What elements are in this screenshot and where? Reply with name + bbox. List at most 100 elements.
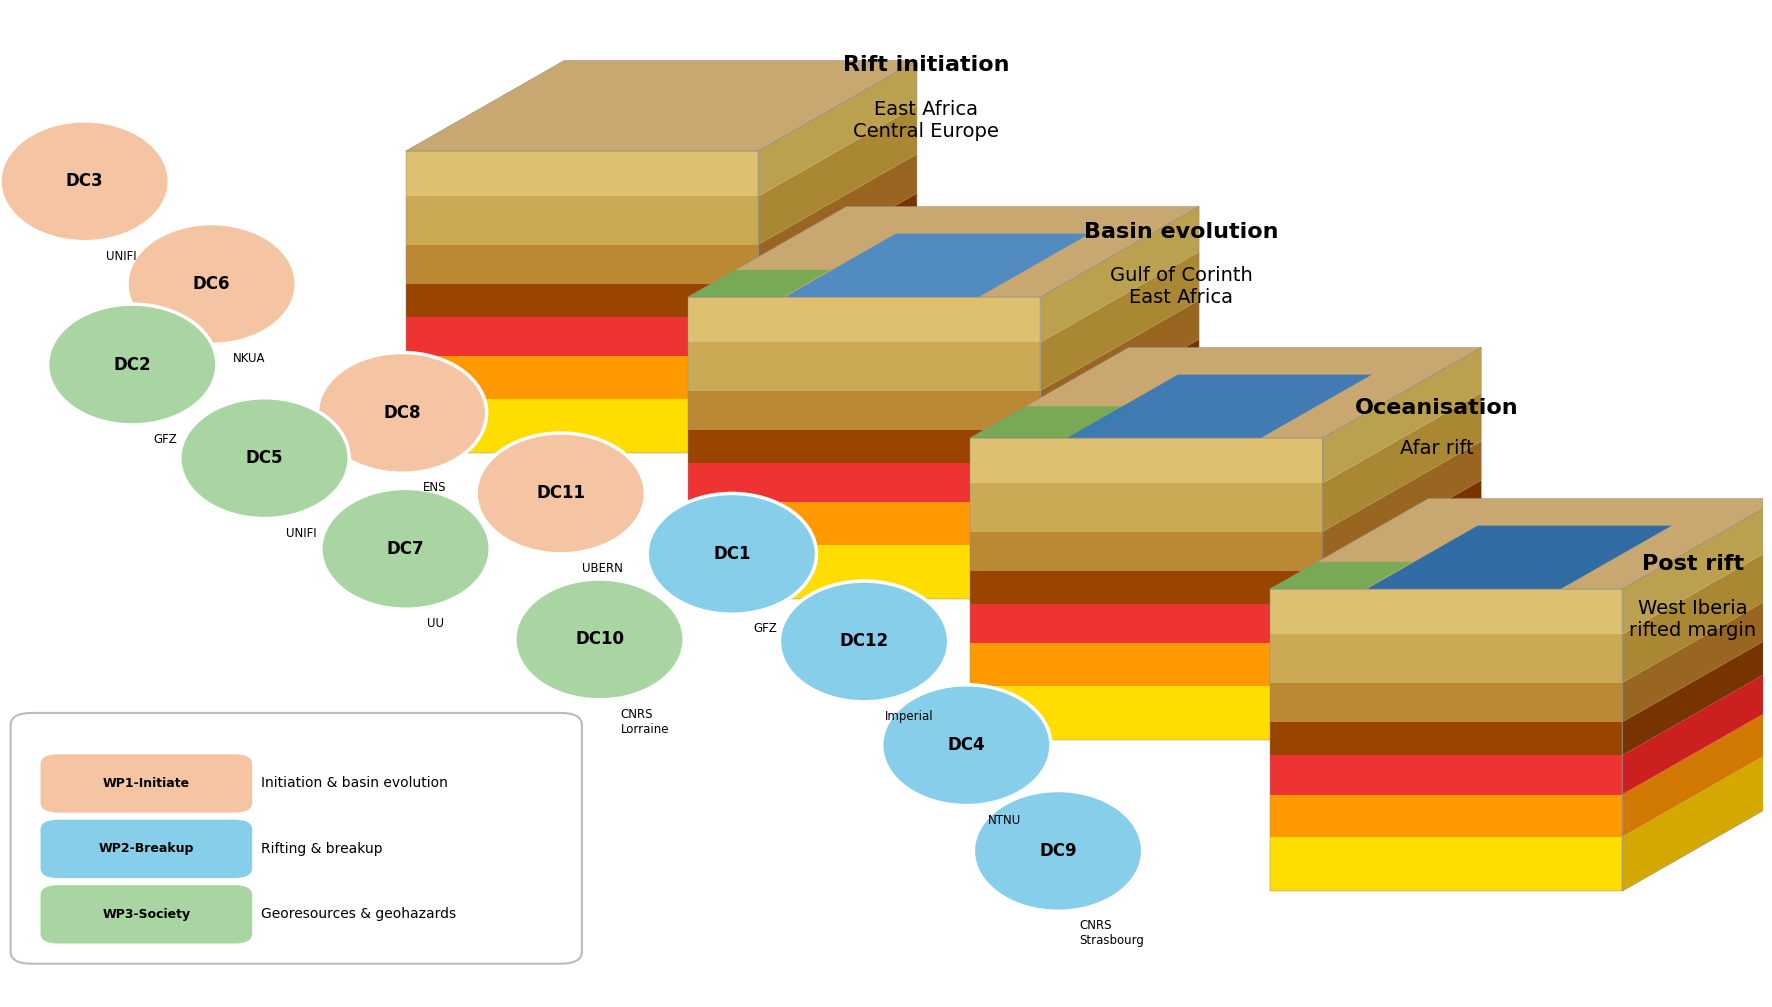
Polygon shape (688, 430, 1040, 463)
Polygon shape (406, 60, 916, 151)
Ellipse shape (882, 685, 1051, 806)
Polygon shape (406, 317, 758, 356)
Text: UNIFI: UNIFI (285, 527, 315, 540)
Ellipse shape (0, 121, 170, 242)
Polygon shape (1269, 634, 1623, 683)
Polygon shape (1269, 562, 1412, 589)
Polygon shape (1366, 526, 1671, 589)
Polygon shape (406, 284, 758, 317)
Text: DC6: DC6 (193, 275, 230, 293)
Text: WP1-Initiate: WP1-Initiate (103, 777, 190, 789)
Polygon shape (1322, 441, 1481, 571)
Text: Basin evolution: Basin evolution (1084, 222, 1279, 242)
Text: NKUA: NKUA (232, 352, 266, 366)
Polygon shape (1040, 373, 1200, 502)
Polygon shape (758, 154, 916, 284)
Polygon shape (406, 151, 758, 196)
FancyBboxPatch shape (41, 754, 252, 813)
Polygon shape (688, 342, 1040, 391)
Polygon shape (969, 407, 1136, 438)
Polygon shape (688, 297, 1040, 342)
Polygon shape (406, 399, 758, 453)
Polygon shape (1269, 837, 1623, 891)
Ellipse shape (181, 398, 349, 519)
Polygon shape (969, 686, 1322, 740)
Text: CNRS
Strasbourg: CNRS Strasbourg (1079, 919, 1145, 948)
Polygon shape (1623, 704, 1772, 837)
Text: Rifting & breakup: Rifting & breakup (260, 842, 383, 856)
Polygon shape (1623, 665, 1772, 795)
FancyBboxPatch shape (41, 885, 252, 944)
Polygon shape (758, 106, 916, 245)
Text: Rift initiation: Rift initiation (842, 55, 1008, 76)
Polygon shape (1269, 498, 1772, 589)
Text: DC9: DC9 (1038, 842, 1077, 860)
Text: UU: UU (427, 617, 443, 630)
Text: DC10: DC10 (576, 630, 624, 649)
Text: CNRS
Lorraine: CNRS Lorraine (620, 708, 670, 736)
Polygon shape (1040, 339, 1200, 463)
Polygon shape (758, 308, 916, 453)
Text: DC3: DC3 (66, 172, 103, 190)
Text: NTNU: NTNU (987, 814, 1021, 827)
Polygon shape (406, 196, 758, 245)
Ellipse shape (321, 488, 491, 609)
Polygon shape (1040, 300, 1200, 430)
Polygon shape (1322, 553, 1481, 686)
Text: GFZ: GFZ (154, 433, 177, 446)
Polygon shape (1269, 755, 1623, 795)
Text: Afar rift: Afar rift (1400, 439, 1474, 457)
Ellipse shape (477, 433, 645, 554)
Text: West Iberia
rifted margin: West Iberia rifted margin (1628, 599, 1756, 639)
Polygon shape (1040, 252, 1200, 391)
Polygon shape (1040, 412, 1200, 545)
Ellipse shape (48, 304, 216, 425)
Polygon shape (1623, 746, 1772, 891)
Ellipse shape (780, 581, 948, 702)
Polygon shape (1269, 722, 1623, 755)
Polygon shape (758, 193, 916, 317)
Ellipse shape (516, 579, 684, 700)
Polygon shape (688, 463, 1040, 502)
Polygon shape (758, 60, 916, 196)
Polygon shape (406, 245, 758, 284)
Text: GFZ: GFZ (753, 622, 776, 635)
Polygon shape (406, 356, 758, 399)
FancyBboxPatch shape (11, 713, 581, 964)
Text: Gulf of Corinth
East Africa: Gulf of Corinth East Africa (1109, 267, 1253, 307)
Text: UNIFI: UNIFI (106, 250, 136, 263)
Polygon shape (688, 545, 1040, 599)
Text: Post rift: Post rift (1643, 554, 1744, 574)
Polygon shape (758, 227, 916, 356)
Polygon shape (1269, 589, 1623, 634)
Polygon shape (688, 502, 1040, 545)
Ellipse shape (128, 224, 296, 344)
Polygon shape (969, 643, 1322, 686)
Polygon shape (758, 266, 916, 399)
Text: DC1: DC1 (712, 545, 751, 563)
Text: DC8: DC8 (383, 404, 420, 422)
Polygon shape (1322, 514, 1481, 643)
Polygon shape (969, 347, 1481, 438)
Ellipse shape (317, 352, 487, 473)
Polygon shape (785, 234, 1090, 297)
Polygon shape (1269, 683, 1623, 722)
Polygon shape (688, 391, 1040, 430)
Polygon shape (1623, 544, 1772, 683)
Ellipse shape (973, 790, 1143, 911)
Ellipse shape (647, 493, 817, 614)
Text: East Africa
Central Europe: East Africa Central Europe (852, 101, 999, 141)
Polygon shape (1623, 498, 1772, 634)
Text: Initiation & basin evolution: Initiation & basin evolution (260, 776, 448, 790)
Text: DC7: DC7 (386, 540, 424, 558)
Polygon shape (688, 206, 1200, 297)
Text: Oceanisation: Oceanisation (1356, 398, 1519, 418)
Polygon shape (1040, 206, 1200, 342)
Polygon shape (1269, 795, 1623, 837)
Polygon shape (1322, 480, 1481, 604)
FancyBboxPatch shape (41, 820, 252, 878)
Text: Imperial: Imperial (886, 710, 934, 723)
Polygon shape (1322, 595, 1481, 740)
Polygon shape (969, 532, 1322, 571)
Polygon shape (1322, 347, 1481, 483)
